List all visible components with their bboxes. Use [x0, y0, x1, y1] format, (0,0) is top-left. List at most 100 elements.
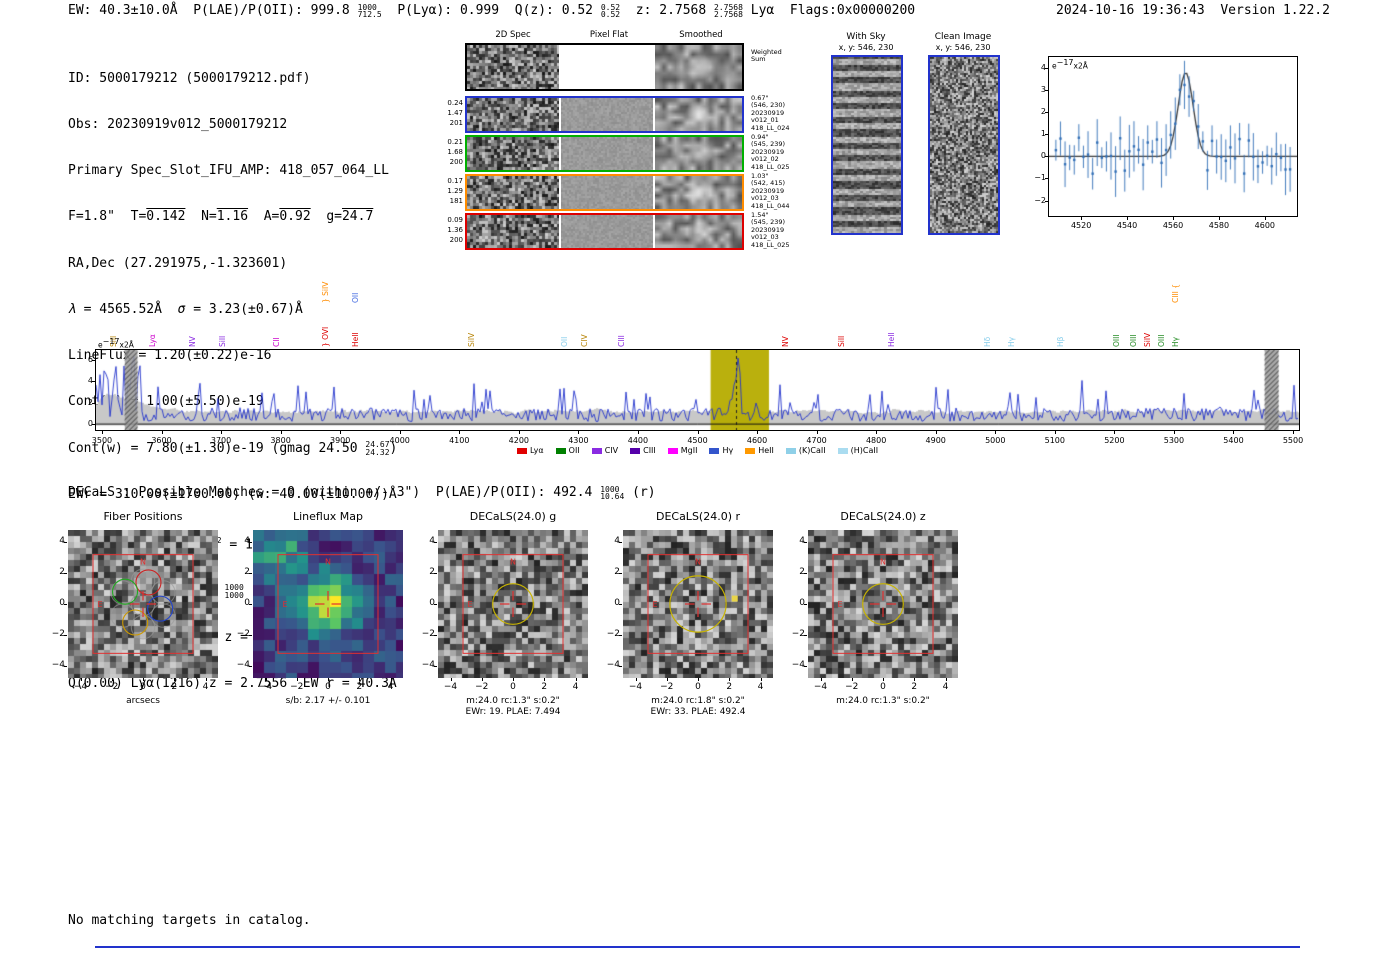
footer-notes: No matching targets in catalog. Row inte… — [68, 875, 311, 953]
panel-xlabel: s/b: 2.17 +/- 0.101 — [285, 696, 371, 706]
spec2d-row — [465, 96, 744, 133]
aperture-circle — [130, 568, 156, 594]
x-tick-label: −4 — [443, 682, 458, 692]
y-tick-label: −4 — [606, 659, 620, 670]
tick-mark — [459, 431, 461, 434]
x-tick-label: 4600 — [746, 436, 768, 445]
emission-line-label: SiII — [217, 335, 227, 347]
spectrum-legend: Lyα OII CIV CIII MgII Hγ HeII (K)CaII (H)CaII — [95, 446, 1300, 455]
tick-mark — [804, 665, 807, 667]
legend-label: CIII — [643, 446, 656, 455]
tick-mark — [804, 542, 807, 544]
y-tick-label: −4 — [236, 659, 250, 670]
extraction-box — [92, 554, 194, 654]
x-tick-label: 3500 — [91, 436, 113, 445]
x-tick-label: 5400 — [1223, 436, 1244, 445]
tick-mark — [1218, 217, 1220, 220]
panel-title: DECaLS(24.0) g — [469, 510, 557, 523]
legend-swatch — [555, 447, 566, 454]
tick-mark — [757, 431, 759, 434]
legend-item: CIV — [591, 446, 618, 455]
compass-east-label: E — [282, 600, 287, 609]
legend-swatch — [667, 447, 678, 454]
tick-mark — [760, 678, 762, 681]
y-tick-label: 0 — [429, 598, 435, 608]
tick-mark — [101, 431, 103, 434]
tick-mark — [450, 678, 452, 681]
compass-north-label: N — [880, 558, 886, 567]
with-sky-coords: x, y: 546, 230 — [838, 43, 894, 52]
tick-mark — [434, 604, 437, 605]
tick-mark — [92, 424, 95, 426]
spec2d-strip-flat — [561, 215, 653, 248]
fit-flux-units-annotation: e−17x2Å — [1052, 58, 1088, 71]
y-tick-label: 4 — [799, 536, 805, 547]
col-header-2d-spec: 2D Spec — [495, 30, 531, 40]
x-tick-label: −2 — [660, 682, 674, 692]
tick-mark — [619, 542, 622, 544]
tick-mark — [914, 678, 916, 681]
x-tick-label: −2 — [290, 682, 304, 692]
x-tick-label: 4 — [572, 682, 579, 692]
extraction-box — [277, 554, 379, 654]
tick-mark — [935, 431, 937, 434]
tick-mark — [280, 431, 282, 434]
y-tick-label: −2 — [1034, 195, 1046, 205]
col-header-smoothed: Smoothed — [679, 30, 723, 40]
legend-label: (H)CaII — [850, 446, 879, 455]
legend-swatch — [785, 447, 796, 454]
x-tick-label: 5200 — [1104, 436, 1125, 445]
tick-mark — [518, 431, 520, 434]
tick-mark — [1045, 134, 1048, 136]
panel-overlay: NE — [277, 554, 379, 654]
col-header-pixel-flat: Pixel Flat — [589, 30, 629, 40]
emission-line-label: CIII { — [1171, 283, 1181, 303]
strip-right-info: 1.03" (542, 415) 20230919 v012_03 418_LL… — [751, 172, 790, 210]
panel-xlabel: m:24.0 rc:1.8" s:0.2" — [651, 696, 745, 706]
x-tick-label: 4600 — [1254, 221, 1276, 230]
x-tick-label: 4700 — [806, 436, 827, 445]
tick-mark — [1081, 217, 1083, 220]
tick-mark — [1293, 431, 1295, 434]
tick-mark — [221, 431, 223, 434]
with-sky-title: With Sky — [846, 32, 886, 42]
emission-line-label: CII — [272, 337, 282, 347]
tick-mark — [265, 678, 267, 681]
y-tick-label: 2 — [244, 567, 250, 578]
tick-mark — [434, 573, 437, 575]
x-tick-label: 2 — [911, 682, 918, 692]
clean-image-title: Clean Image — [934, 32, 992, 42]
x-tick-label: 5000 — [985, 436, 1006, 445]
y-tick-label: 6 — [87, 354, 93, 364]
header-datetime-version: 2024-10-16 19:36:43 Version 1.22.2 — [1056, 3, 1330, 18]
x-tick-label: 4000 — [389, 436, 410, 445]
y-tick-label: 0 — [244, 598, 250, 608]
tick-mark — [945, 678, 947, 681]
emission-line-label: SiII — [837, 335, 847, 347]
legend-label: HeII — [758, 446, 774, 455]
emission-line-label: HeII — [350, 332, 360, 347]
tick-mark — [64, 542, 67, 544]
y-tick-label: 2 — [614, 567, 620, 578]
strip-right-info: 0.67" (546, 230) 20230919 v012_01 418_LL… — [751, 94, 790, 132]
tick-mark — [578, 431, 580, 434]
spec2d-strip-gray — [467, 98, 559, 131]
panel-title: DECaLS(24.0) r — [655, 510, 741, 523]
x-tick-label: 2 — [726, 682, 733, 692]
y-tick-label: 4 — [244, 536, 250, 547]
tick-mark — [92, 359, 95, 361]
footer-line-no-match: No matching targets in catalog. — [68, 913, 311, 928]
tick-mark — [64, 573, 67, 575]
x-tick-label: 2 — [541, 682, 548, 692]
tick-mark — [92, 402, 95, 404]
x-tick-label: 4520 — [1070, 221, 1092, 230]
y-tick-label: −4 — [51, 659, 65, 670]
info-line-primary-spec: Primary Spec_Slot_IFU_AMP: 418_057_064_L… — [68, 163, 389, 179]
panel-caption: EWr: 33. PLAE: 492.4 — [650, 707, 746, 717]
tick-mark — [249, 604, 252, 605]
extraction-box — [647, 554, 749, 654]
x-tick-label: −2 — [845, 682, 859, 692]
x-tick-label: 0 — [140, 682, 146, 692]
x-tick-label: 4500 — [687, 436, 708, 445]
spec2d-strip-gray — [467, 176, 559, 209]
